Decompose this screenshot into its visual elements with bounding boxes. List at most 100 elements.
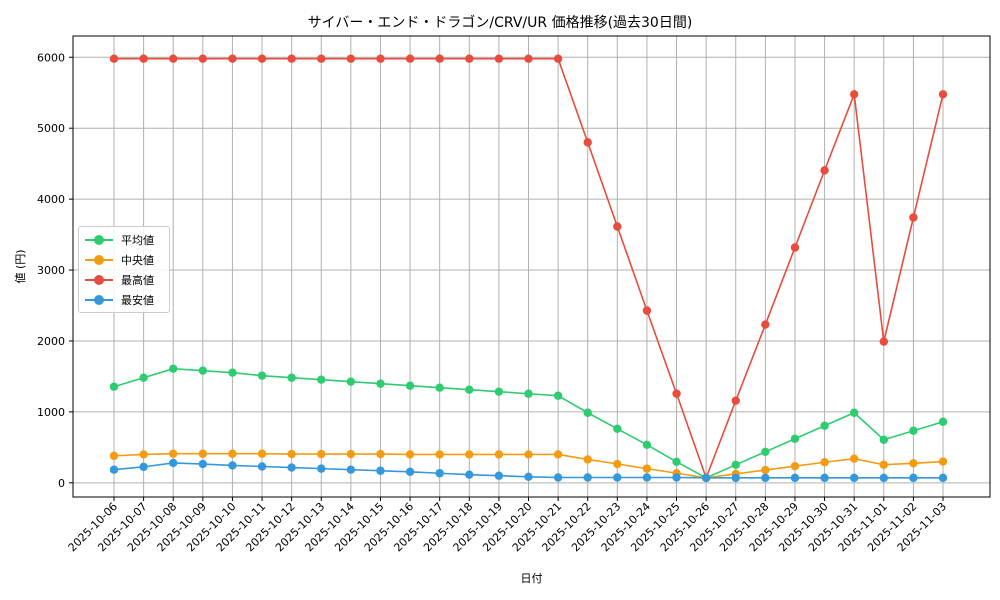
- data-point: [317, 464, 326, 473]
- data-point: [672, 389, 681, 398]
- data-point: [849, 90, 859, 99]
- data-point: [376, 466, 385, 475]
- data-point: [583, 408, 592, 417]
- data-point: [820, 458, 829, 467]
- series-line: [109, 54, 948, 483]
- y-tick-label: 5000: [37, 122, 65, 135]
- legend-marker-icon: [85, 294, 113, 306]
- legend-label: 最高値: [121, 274, 154, 287]
- data-point: [613, 473, 622, 482]
- data-point: [879, 337, 888, 346]
- data-point: [524, 54, 533, 63]
- chart-title: サイバー・エンド・ドラゴン/CRV/UR 価格推移(過去30日間): [307, 15, 693, 31]
- data-point: [228, 368, 237, 377]
- data-point: [139, 373, 148, 382]
- x-axis: 2025-10-062025-10-072025-10-082025-10-09…: [66, 497, 949, 554]
- data-point: [849, 408, 859, 417]
- data-point: [731, 460, 740, 470]
- data-point: [287, 449, 296, 459]
- data-point: [465, 450, 474, 459]
- data-point: [701, 473, 711, 483]
- data-point: [879, 460, 888, 469]
- data-point: [435, 450, 444, 459]
- y-axis-label: 値 (円): [14, 249, 27, 283]
- data-point: [909, 473, 918, 483]
- data-point: [465, 470, 474, 479]
- data-point: [346, 377, 356, 386]
- y-tick-label: 6000: [37, 51, 65, 64]
- data-point: [405, 467, 415, 477]
- data-point: [257, 462, 267, 471]
- data-point: [346, 54, 356, 63]
- data-point: [938, 457, 948, 466]
- y-tick-label: 0: [58, 477, 65, 490]
- data-point: [169, 449, 178, 458]
- data-point: [820, 421, 829, 430]
- x-axis-label: 日付: [521, 572, 543, 585]
- data-point: [613, 222, 622, 231]
- data-point: [790, 243, 800, 252]
- data-point: [109, 451, 119, 461]
- data-point: [139, 54, 148, 63]
- data-point: [938, 417, 948, 426]
- data-point: [346, 465, 356, 474]
- data-point: [435, 383, 444, 392]
- data-point: [109, 54, 119, 63]
- data-point: [376, 54, 385, 63]
- data-point: [494, 387, 504, 396]
- legend-item: 中央値: [79, 250, 169, 270]
- legend-item: 平均値: [79, 230, 169, 250]
- data-point: [257, 371, 267, 380]
- data-point: [317, 54, 326, 63]
- data-point: [198, 366, 208, 375]
- data-point: [909, 459, 918, 468]
- data-point: [287, 463, 296, 472]
- legend: 平均値 中央値最高値最安値: [78, 226, 170, 313]
- data-point: [228, 54, 237, 63]
- data-point: [761, 465, 770, 475]
- data-point: [761, 473, 770, 483]
- data-point: [820, 166, 829, 175]
- legend-marker-icon: [85, 274, 113, 286]
- data-point: [287, 373, 296, 382]
- data-point: [790, 473, 800, 483]
- data-point: [287, 54, 296, 63]
- data-point: [553, 473, 563, 482]
- data-point: [613, 424, 622, 433]
- data-point: [376, 449, 385, 459]
- data-point: [435, 54, 444, 63]
- data-point: [317, 375, 326, 384]
- y-axis: 0 1000 2000 3000 4000 5000 6000: [37, 51, 73, 490]
- data-point: [169, 458, 178, 468]
- series-line: [109, 449, 948, 483]
- y-tick-label: 3000: [37, 264, 65, 277]
- data-point: [376, 379, 385, 388]
- data-point: [642, 306, 652, 315]
- data-point: [849, 454, 859, 463]
- legend-marker-icon: [85, 254, 113, 266]
- data-point: [524, 472, 533, 481]
- data-point: [879, 473, 888, 483]
- legend-item: 最安値: [79, 290, 169, 310]
- data-point: [198, 459, 208, 469]
- data-point: [139, 450, 148, 459]
- series-line: [109, 458, 948, 483]
- series-line: [109, 364, 948, 483]
- data-point: [169, 364, 178, 373]
- data-point: [139, 462, 148, 472]
- y-tick-label: 4000: [37, 193, 65, 206]
- y-tick-label: 2000: [37, 335, 65, 348]
- data-point: [257, 54, 267, 63]
- data-point: [642, 473, 652, 482]
- data-point: [642, 464, 652, 473]
- data-point: [346, 449, 356, 459]
- data-point: [494, 471, 504, 480]
- data-point: [405, 54, 415, 63]
- axes-frame: [72, 35, 991, 498]
- data-point: [228, 461, 237, 470]
- data-point: [405, 450, 415, 459]
- legend-item: 最高値: [79, 270, 169, 290]
- data-point: [553, 450, 563, 459]
- data-point: [672, 473, 681, 482]
- data-point: [228, 449, 237, 458]
